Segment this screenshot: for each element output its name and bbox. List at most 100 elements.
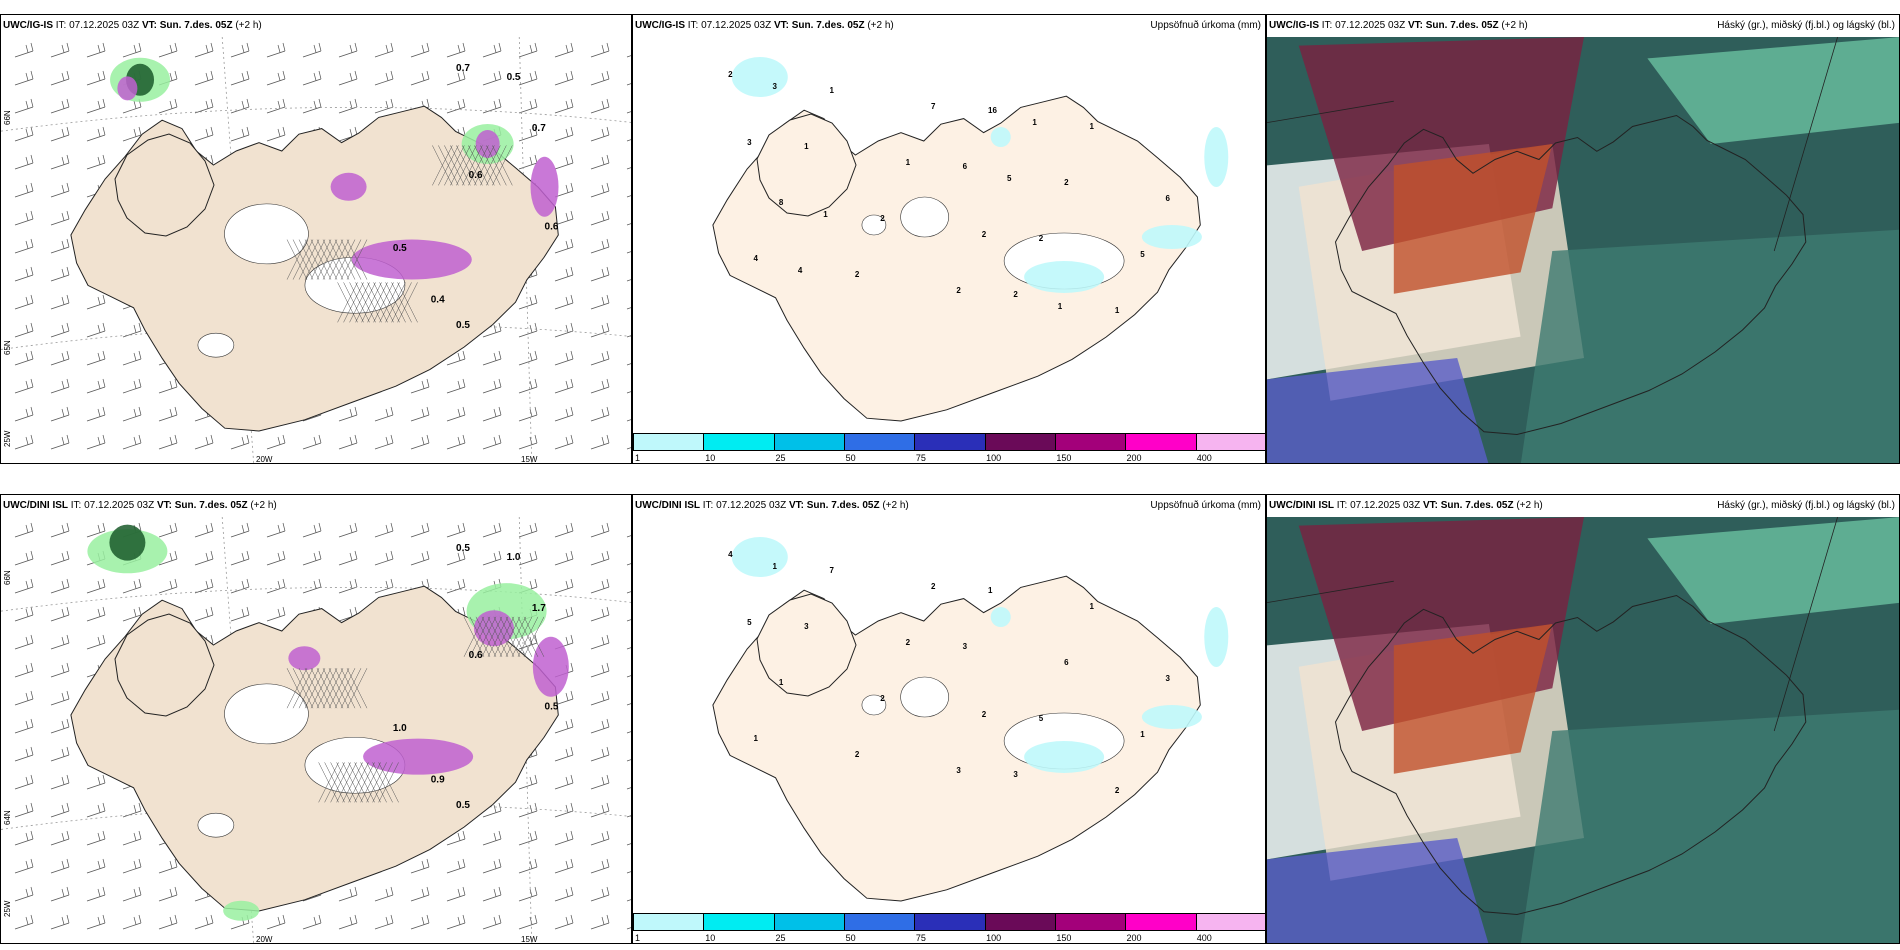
wind-barb bbox=[302, 914, 322, 930]
colorbar-tick-label: 50 bbox=[845, 453, 856, 463]
wind-barb bbox=[626, 843, 631, 846]
wind-barb bbox=[50, 774, 70, 790]
wind-barb bbox=[590, 550, 610, 566]
wind-barb bbox=[554, 774, 574, 790]
precip-value-label: 1 bbox=[830, 86, 835, 95]
wind-barb bbox=[86, 70, 106, 86]
wind-barb bbox=[554, 886, 574, 902]
wind-barb bbox=[554, 578, 574, 594]
colorbar-swatch bbox=[1196, 914, 1265, 930]
precip-value-label: 0.5 bbox=[456, 800, 470, 811]
wind-barb bbox=[50, 830, 70, 846]
wind-barb bbox=[518, 774, 538, 790]
wind-barb bbox=[50, 914, 70, 930]
wind-barb bbox=[14, 70, 34, 86]
wind-barb bbox=[590, 718, 610, 734]
wind-barb bbox=[590, 406, 610, 422]
wind-barb bbox=[14, 774, 34, 790]
precip-area bbox=[475, 130, 500, 158]
wind-barb bbox=[86, 126, 106, 142]
graticule-line bbox=[518, 37, 533, 463]
map-cloud-cover bbox=[1267, 517, 1899, 943]
precip-value-label: 3 bbox=[1013, 770, 1018, 779]
colorbar-swatch bbox=[1126, 914, 1197, 930]
wind-barb bbox=[338, 406, 358, 422]
wind-barb bbox=[554, 718, 574, 734]
precip-value-label: 4 bbox=[753, 254, 758, 263]
wind-barb bbox=[554, 42, 574, 58]
map-accum-precip: 2 6 4 16 8 2 1 2 1 2 2 1 2 1 1 5 7 6 2 3 2 3 5 4 1 1 1 bbox=[633, 37, 1265, 437]
precip-value-label: 2 bbox=[1064, 178, 1069, 187]
wind-barb bbox=[554, 550, 574, 566]
wind-barb bbox=[14, 322, 34, 338]
cloud-layer bbox=[1520, 709, 1899, 943]
precip-value-label: 0.4 bbox=[431, 294, 445, 305]
wind-barb bbox=[590, 154, 610, 170]
wind-barb bbox=[194, 434, 214, 450]
wind-barb bbox=[482, 98, 502, 114]
precip-area bbox=[532, 636, 569, 697]
wind-barb bbox=[86, 802, 106, 818]
panel-right-title: Uppsöfnuð úrkoma (mm) bbox=[1150, 500, 1261, 511]
wind-barb bbox=[626, 55, 631, 58]
panel-header: UWC/DINI ISL IT: 07.12.2025 03Z VT: Sun.… bbox=[1267, 495, 1899, 517]
precip-value-label: 2 bbox=[982, 230, 987, 239]
lon-label: 20W bbox=[256, 935, 273, 944]
wind-barb bbox=[518, 886, 538, 902]
precip-value-label: 1 bbox=[906, 158, 911, 167]
wind-barb bbox=[230, 42, 250, 58]
wind-barb bbox=[86, 294, 106, 310]
wind-barb bbox=[518, 294, 538, 310]
wind-barb bbox=[626, 563, 631, 566]
wind-barb bbox=[626, 591, 631, 594]
wind-barb bbox=[230, 522, 250, 538]
wind-barb bbox=[518, 406, 538, 422]
wind-barb bbox=[50, 210, 70, 226]
precip-area bbox=[530, 156, 559, 217]
wind-barb bbox=[590, 294, 610, 310]
wind-barb bbox=[446, 522, 466, 538]
graticule-line bbox=[221, 37, 255, 463]
wind-barb bbox=[86, 830, 106, 846]
wind-barb bbox=[50, 266, 70, 282]
wind-barb bbox=[338, 42, 358, 58]
wind-barb bbox=[158, 550, 178, 566]
wind-barb bbox=[374, 886, 394, 902]
wind-barb bbox=[482, 886, 502, 902]
wind-barb bbox=[86, 858, 106, 874]
wind-barb bbox=[482, 378, 502, 394]
wind-barb bbox=[122, 126, 142, 142]
lat-label: 66N bbox=[3, 570, 12, 585]
precip-value-label: 5 bbox=[747, 618, 752, 627]
wind-barb bbox=[158, 406, 178, 422]
precip-value-label: 2 bbox=[880, 214, 885, 223]
precip-area bbox=[1024, 741, 1105, 773]
colorbar-swatch bbox=[844, 914, 916, 930]
panel-right-title: Háský (gr.), miðský (fj.bl.) og lágský (… bbox=[1717, 500, 1895, 511]
wind-barb bbox=[626, 223, 631, 226]
wind-barb bbox=[230, 550, 250, 566]
wind-barb bbox=[14, 210, 34, 226]
map-wind-precip: 0.5 1.0 1.0 0.9 0.5 1.7 0.5 0.6 bbox=[1, 517, 631, 943]
wind-barb bbox=[50, 690, 70, 706]
precip-area bbox=[1141, 225, 1202, 249]
precip-value-label: 3 bbox=[747, 138, 752, 147]
wind-barb bbox=[518, 42, 538, 58]
wind-barb bbox=[86, 914, 106, 930]
wind-barb bbox=[518, 914, 538, 930]
iceland-outline bbox=[1334, 114, 1807, 436]
westfjords-landmass bbox=[756, 593, 857, 697]
colorbar-tick-label: 25 bbox=[775, 453, 786, 463]
wind-barb bbox=[446, 550, 466, 566]
wind-barb bbox=[122, 406, 142, 422]
precip-value-label: 1 bbox=[1089, 602, 1094, 611]
wind-barb bbox=[50, 294, 70, 310]
precip-value-label: 1 bbox=[772, 562, 777, 571]
wind-barb bbox=[14, 858, 34, 874]
colorbar-tick-label: 150 bbox=[1056, 933, 1072, 943]
wind-barb bbox=[302, 522, 322, 538]
precip-value-label: 3 bbox=[963, 642, 968, 651]
wind-barb bbox=[50, 70, 70, 86]
wind-barb bbox=[554, 126, 574, 142]
wind-barb bbox=[14, 182, 34, 198]
